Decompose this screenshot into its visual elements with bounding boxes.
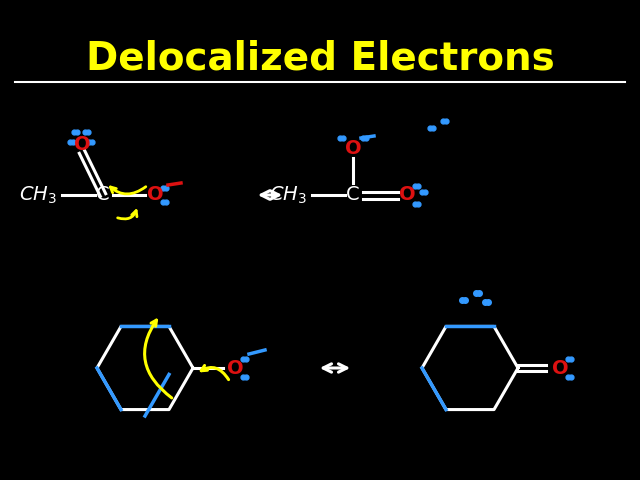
Text: C: C xyxy=(346,185,360,204)
Text: Delocalized Electrons: Delocalized Electrons xyxy=(86,39,554,77)
Text: O: O xyxy=(552,359,568,377)
Text: O: O xyxy=(345,139,362,157)
Text: C: C xyxy=(96,185,110,204)
Text: O: O xyxy=(399,185,415,204)
Text: $CH_3$: $CH_3$ xyxy=(19,184,57,205)
Text: O: O xyxy=(147,185,163,204)
Text: $CH_3$: $CH_3$ xyxy=(269,184,307,205)
Text: O: O xyxy=(227,359,243,377)
Text: O: O xyxy=(74,134,90,154)
